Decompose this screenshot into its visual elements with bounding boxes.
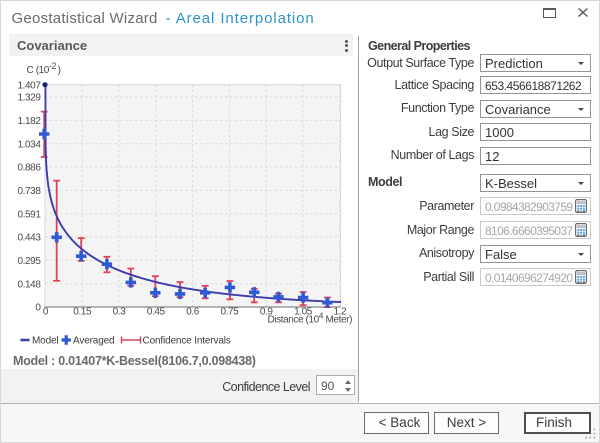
svg-text:0.886: 0.886: [17, 163, 41, 174]
svg-text:0.738: 0.738: [17, 186, 41, 197]
svg-text:Model: Model: [32, 336, 59, 347]
svg-text:1.407: 1.407: [17, 80, 41, 91]
svg-text:1.2: 1.2: [333, 307, 347, 318]
svg-text:0: 0: [43, 307, 49, 318]
svg-text:0: 0: [35, 303, 41, 314]
svg-text:0.45: 0.45: [147, 307, 166, 318]
svg-text:0.9: 0.9: [260, 307, 274, 318]
svg-text:0.443: 0.443: [17, 233, 41, 244]
svg-text:1.182: 1.182: [17, 116, 41, 127]
svg-text:Confidence Intervals: Confidence Intervals: [143, 336, 231, 347]
svg-text:0.3: 0.3: [113, 307, 127, 318]
svg-text:0.591: 0.591: [17, 209, 41, 220]
svg-text:1.329: 1.329: [17, 93, 41, 104]
svg-text:1.05: 1.05: [294, 307, 313, 318]
svg-text:0.75: 0.75: [220, 307, 239, 318]
svg-text:0.295: 0.295: [17, 256, 41, 267]
svg-text:C (10-2 ): C (10-2 ): [27, 61, 61, 76]
svg-text:0.15: 0.15: [73, 307, 92, 318]
svg-text:0.148: 0.148: [17, 279, 41, 290]
svg-text:Averaged: Averaged: [73, 336, 114, 347]
svg-text:Distance (104 Meter): Distance (104 Meter): [267, 311, 352, 326]
svg-text:1.034: 1.034: [17, 139, 41, 150]
svg-text:0.6: 0.6: [186, 307, 200, 318]
